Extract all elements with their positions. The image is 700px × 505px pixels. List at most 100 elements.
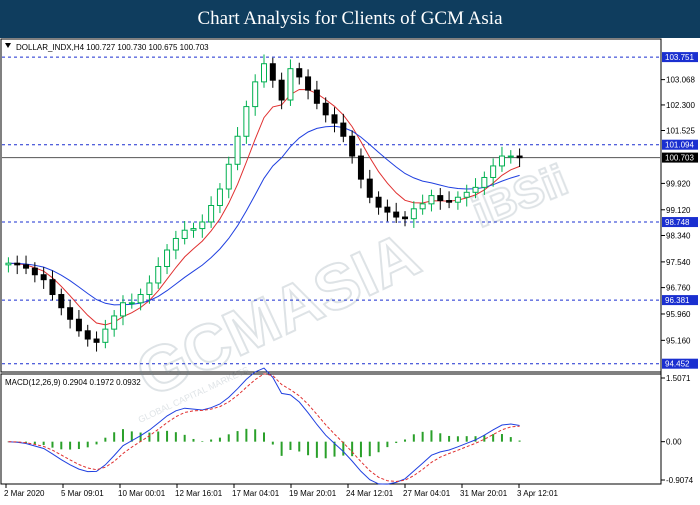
candle-body xyxy=(498,155,505,167)
macd-line xyxy=(8,367,520,485)
candle xyxy=(84,324,91,347)
candle xyxy=(472,178,479,199)
macd-histogram-bar xyxy=(280,441,283,456)
macd-histogram-bar xyxy=(77,441,80,450)
price-tick-label: 96.760 xyxy=(666,284,691,293)
candle-body xyxy=(313,89,320,104)
macd-histogram-bar xyxy=(342,441,345,456)
candle xyxy=(481,171,488,195)
macd-panel[interactable] xyxy=(0,373,662,485)
macd-histogram-bar xyxy=(95,441,98,445)
candle-body xyxy=(516,155,523,159)
candle-body xyxy=(428,195,435,205)
candle xyxy=(357,148,364,189)
macd-histogram-bar xyxy=(271,441,274,445)
candle-body xyxy=(31,267,38,276)
candle-body xyxy=(366,178,373,198)
macd-histogram-bar xyxy=(139,432,142,442)
macd-histogram-bar xyxy=(245,428,248,442)
candle xyxy=(278,72,285,110)
macd-info: MACD(12,26,9) 0.2904 0.1972 0.0932 xyxy=(5,378,141,387)
macd-histogram-bar xyxy=(430,430,433,442)
macd-histogram-bar xyxy=(439,433,442,442)
level-label: 94.452 xyxy=(665,360,690,369)
moving-average-slow xyxy=(8,125,520,306)
macd-histogram-bar xyxy=(509,437,512,442)
candle xyxy=(313,80,320,110)
candle-body xyxy=(269,63,276,81)
macd-histogram-bar xyxy=(210,439,213,442)
candle xyxy=(225,156,232,199)
macd-histogram-bar xyxy=(395,441,398,444)
candle-body xyxy=(322,102,329,116)
dropdown-triangle-icon[interactable] xyxy=(5,43,11,48)
macd-histogram-bar xyxy=(166,430,169,442)
candle xyxy=(490,158,497,187)
candle-body xyxy=(481,176,488,188)
level-label-bg xyxy=(662,217,698,228)
macd-histogram-bar xyxy=(518,440,521,442)
macd-histogram-bar xyxy=(456,436,459,442)
candle-body xyxy=(111,315,118,330)
candle-body xyxy=(172,237,179,251)
macd-histogram-bar xyxy=(86,441,89,448)
candle xyxy=(331,107,338,133)
candle xyxy=(111,310,118,337)
candle-body xyxy=(23,264,30,269)
candle-body xyxy=(340,122,347,137)
candle-body xyxy=(349,135,356,157)
macd-histogram-bar xyxy=(51,441,54,448)
macd-signal-line xyxy=(8,373,520,483)
candle xyxy=(119,295,126,326)
candle xyxy=(14,255,21,275)
candle xyxy=(252,74,259,116)
candle xyxy=(102,319,109,349)
candle-body xyxy=(128,302,135,305)
candle xyxy=(410,201,417,228)
time-tick-label: 19 Mar 20:01 xyxy=(289,489,337,498)
macd-histogram-bar xyxy=(412,434,415,442)
chart-window[interactable]: GCMASIA GLOBAL CAPITAL MARKETS iBSii DOL… xyxy=(0,38,700,500)
candle-body xyxy=(75,318,82,332)
candle xyxy=(322,97,329,123)
candle xyxy=(234,127,241,171)
time-tick-label: 10 Mar 00:01 xyxy=(118,489,166,498)
candle-body xyxy=(446,200,453,203)
macd-histogram-bar xyxy=(500,434,503,442)
level-label: 103.751 xyxy=(665,53,694,62)
macd-histogram-bar xyxy=(236,431,239,442)
candle xyxy=(296,62,303,85)
price-tick-label: 101.525 xyxy=(666,126,695,135)
level-label-bg xyxy=(662,358,698,369)
macd-histogram-bar xyxy=(130,431,133,442)
candle xyxy=(261,54,267,88)
candle xyxy=(49,270,56,301)
candle xyxy=(216,183,223,214)
candle xyxy=(208,196,215,228)
candle xyxy=(164,244,171,275)
candle xyxy=(128,293,135,309)
candle xyxy=(402,211,409,227)
price-tick-label: 102.300 xyxy=(666,101,695,110)
candle xyxy=(75,310,82,337)
macd-histogram-bar xyxy=(174,432,177,442)
candle xyxy=(155,257,162,289)
candle-body xyxy=(84,330,91,340)
candle-body xyxy=(419,203,426,210)
candle-body xyxy=(331,114,338,124)
candle xyxy=(428,189,435,212)
candle xyxy=(340,113,347,143)
current-price-label: 100.703 xyxy=(665,154,694,163)
price-panel[interactable] xyxy=(0,38,662,373)
candle-body xyxy=(49,279,56,296)
candle xyxy=(349,130,356,164)
candle xyxy=(516,148,523,167)
level-label: 96.381 xyxy=(665,296,690,305)
candle-body xyxy=(472,186,479,193)
candle-body xyxy=(164,249,171,267)
candle-body xyxy=(137,294,144,304)
candle xyxy=(393,202,400,223)
candle-body xyxy=(402,216,409,220)
candle xyxy=(305,69,312,100)
candle xyxy=(243,100,250,144)
